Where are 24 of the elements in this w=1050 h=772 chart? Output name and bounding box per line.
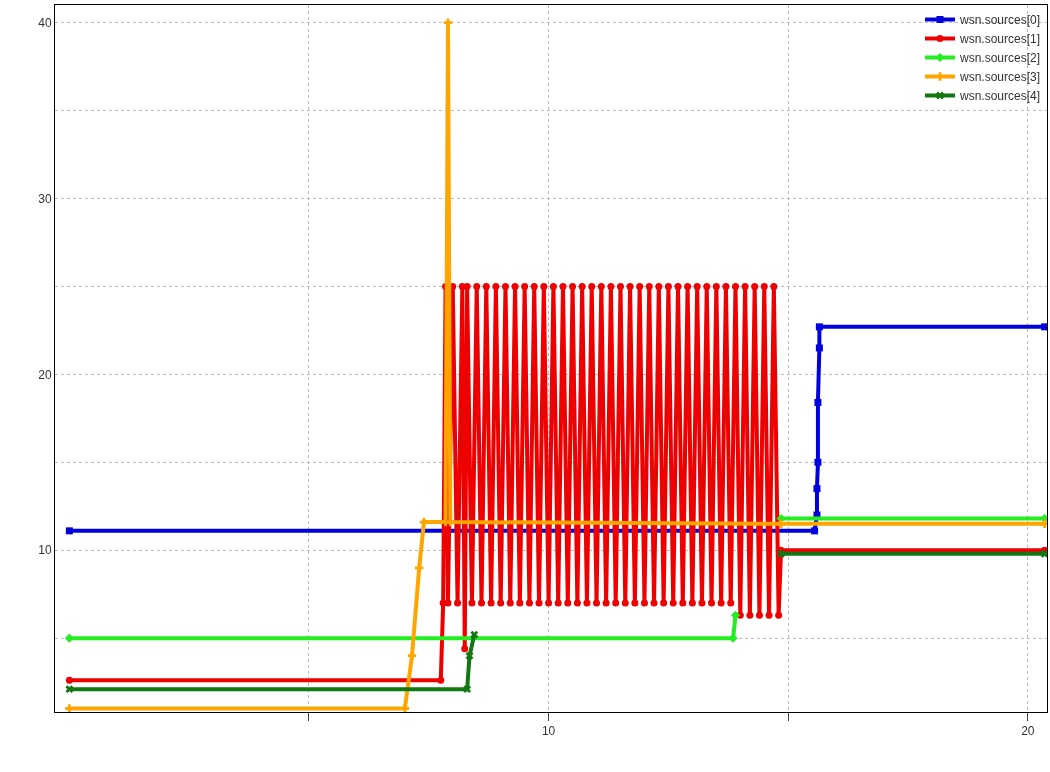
point <box>815 344 823 352</box>
point <box>65 685 74 694</box>
y-tick-label: 30 <box>38 191 52 206</box>
point <box>65 527 73 535</box>
point <box>814 458 822 466</box>
y-tick-label: 10 <box>38 543 52 558</box>
legend-label: wsn.sources[2] <box>959 51 1041 66</box>
point <box>415 563 424 572</box>
point <box>465 651 474 660</box>
y-tick-label: 20 <box>38 367 52 382</box>
point <box>813 485 821 493</box>
y-tick-label: 40 <box>38 15 52 30</box>
point <box>1041 323 1047 331</box>
point <box>777 549 785 558</box>
point <box>1040 549 1047 558</box>
point <box>470 630 479 639</box>
point <box>814 398 822 406</box>
legend-label: wsn.sources[0] <box>959 13 1041 28</box>
legend-label: wsn.sources[1] <box>959 32 1041 47</box>
point <box>811 527 819 535</box>
legend-label: wsn.sources[4] <box>959 89 1041 104</box>
legend-label: wsn.sources[3] <box>959 70 1041 85</box>
point <box>815 323 823 331</box>
point <box>64 633 74 643</box>
